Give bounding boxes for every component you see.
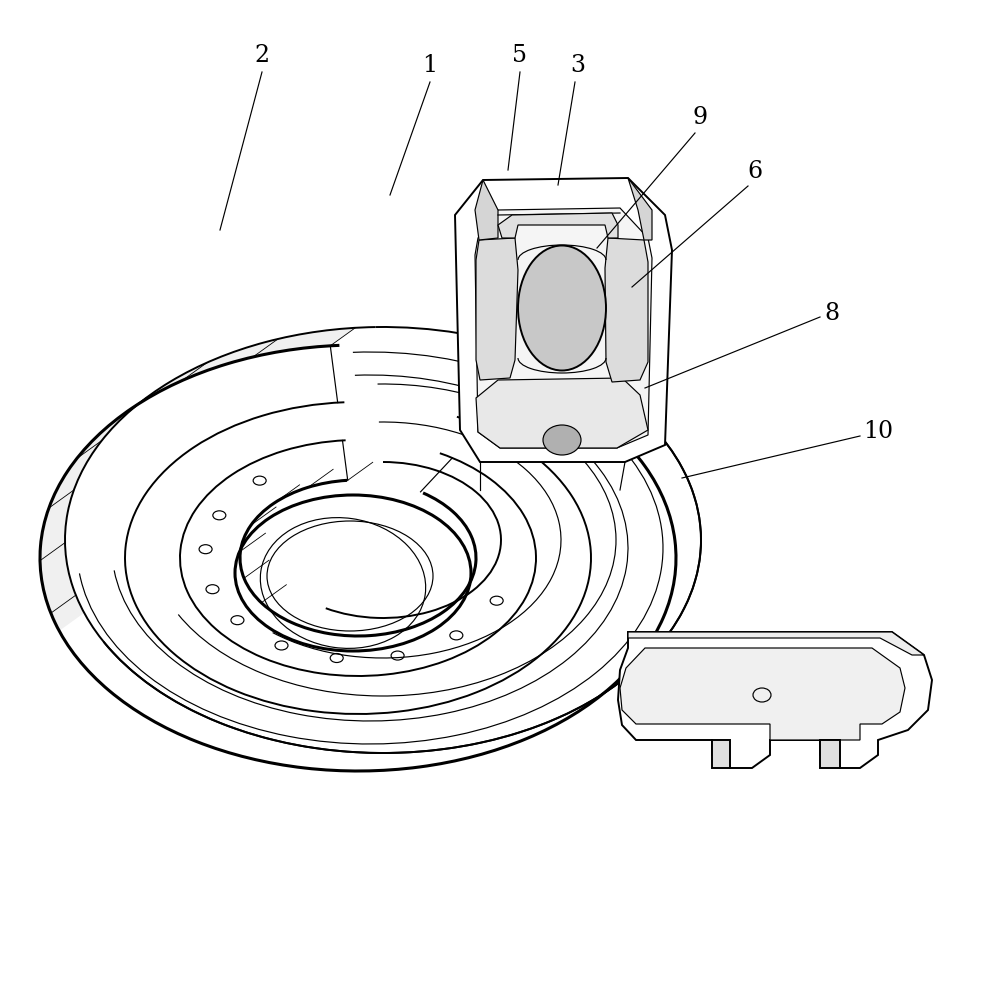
Text: 5: 5 [512, 43, 528, 66]
Polygon shape [628, 632, 924, 655]
Polygon shape [455, 178, 672, 462]
Ellipse shape [518, 245, 606, 370]
Polygon shape [618, 632, 932, 768]
Polygon shape [605, 238, 648, 382]
Text: 2: 2 [254, 43, 270, 66]
Polygon shape [476, 238, 518, 380]
Text: 10: 10 [863, 420, 893, 444]
Ellipse shape [543, 425, 581, 455]
Polygon shape [475, 180, 498, 240]
Polygon shape [40, 328, 355, 631]
Polygon shape [628, 178, 652, 240]
Polygon shape [820, 740, 840, 768]
Text: 9: 9 [693, 106, 707, 129]
Polygon shape [476, 378, 648, 448]
Polygon shape [475, 208, 652, 448]
Text: 6: 6 [748, 160, 762, 184]
Polygon shape [498, 213, 618, 238]
Text: 8: 8 [824, 302, 840, 324]
Text: 3: 3 [571, 53, 586, 77]
Polygon shape [620, 648, 905, 740]
Polygon shape [712, 740, 730, 768]
Text: 1: 1 [423, 53, 438, 77]
